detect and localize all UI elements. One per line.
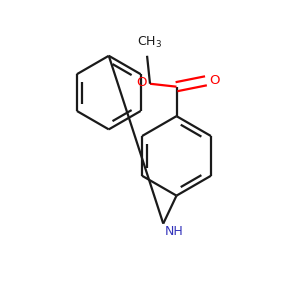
Text: O: O xyxy=(209,74,220,87)
Text: NH: NH xyxy=(165,225,184,238)
Text: CH$_3$: CH$_3$ xyxy=(137,35,163,50)
Text: O: O xyxy=(136,76,146,89)
